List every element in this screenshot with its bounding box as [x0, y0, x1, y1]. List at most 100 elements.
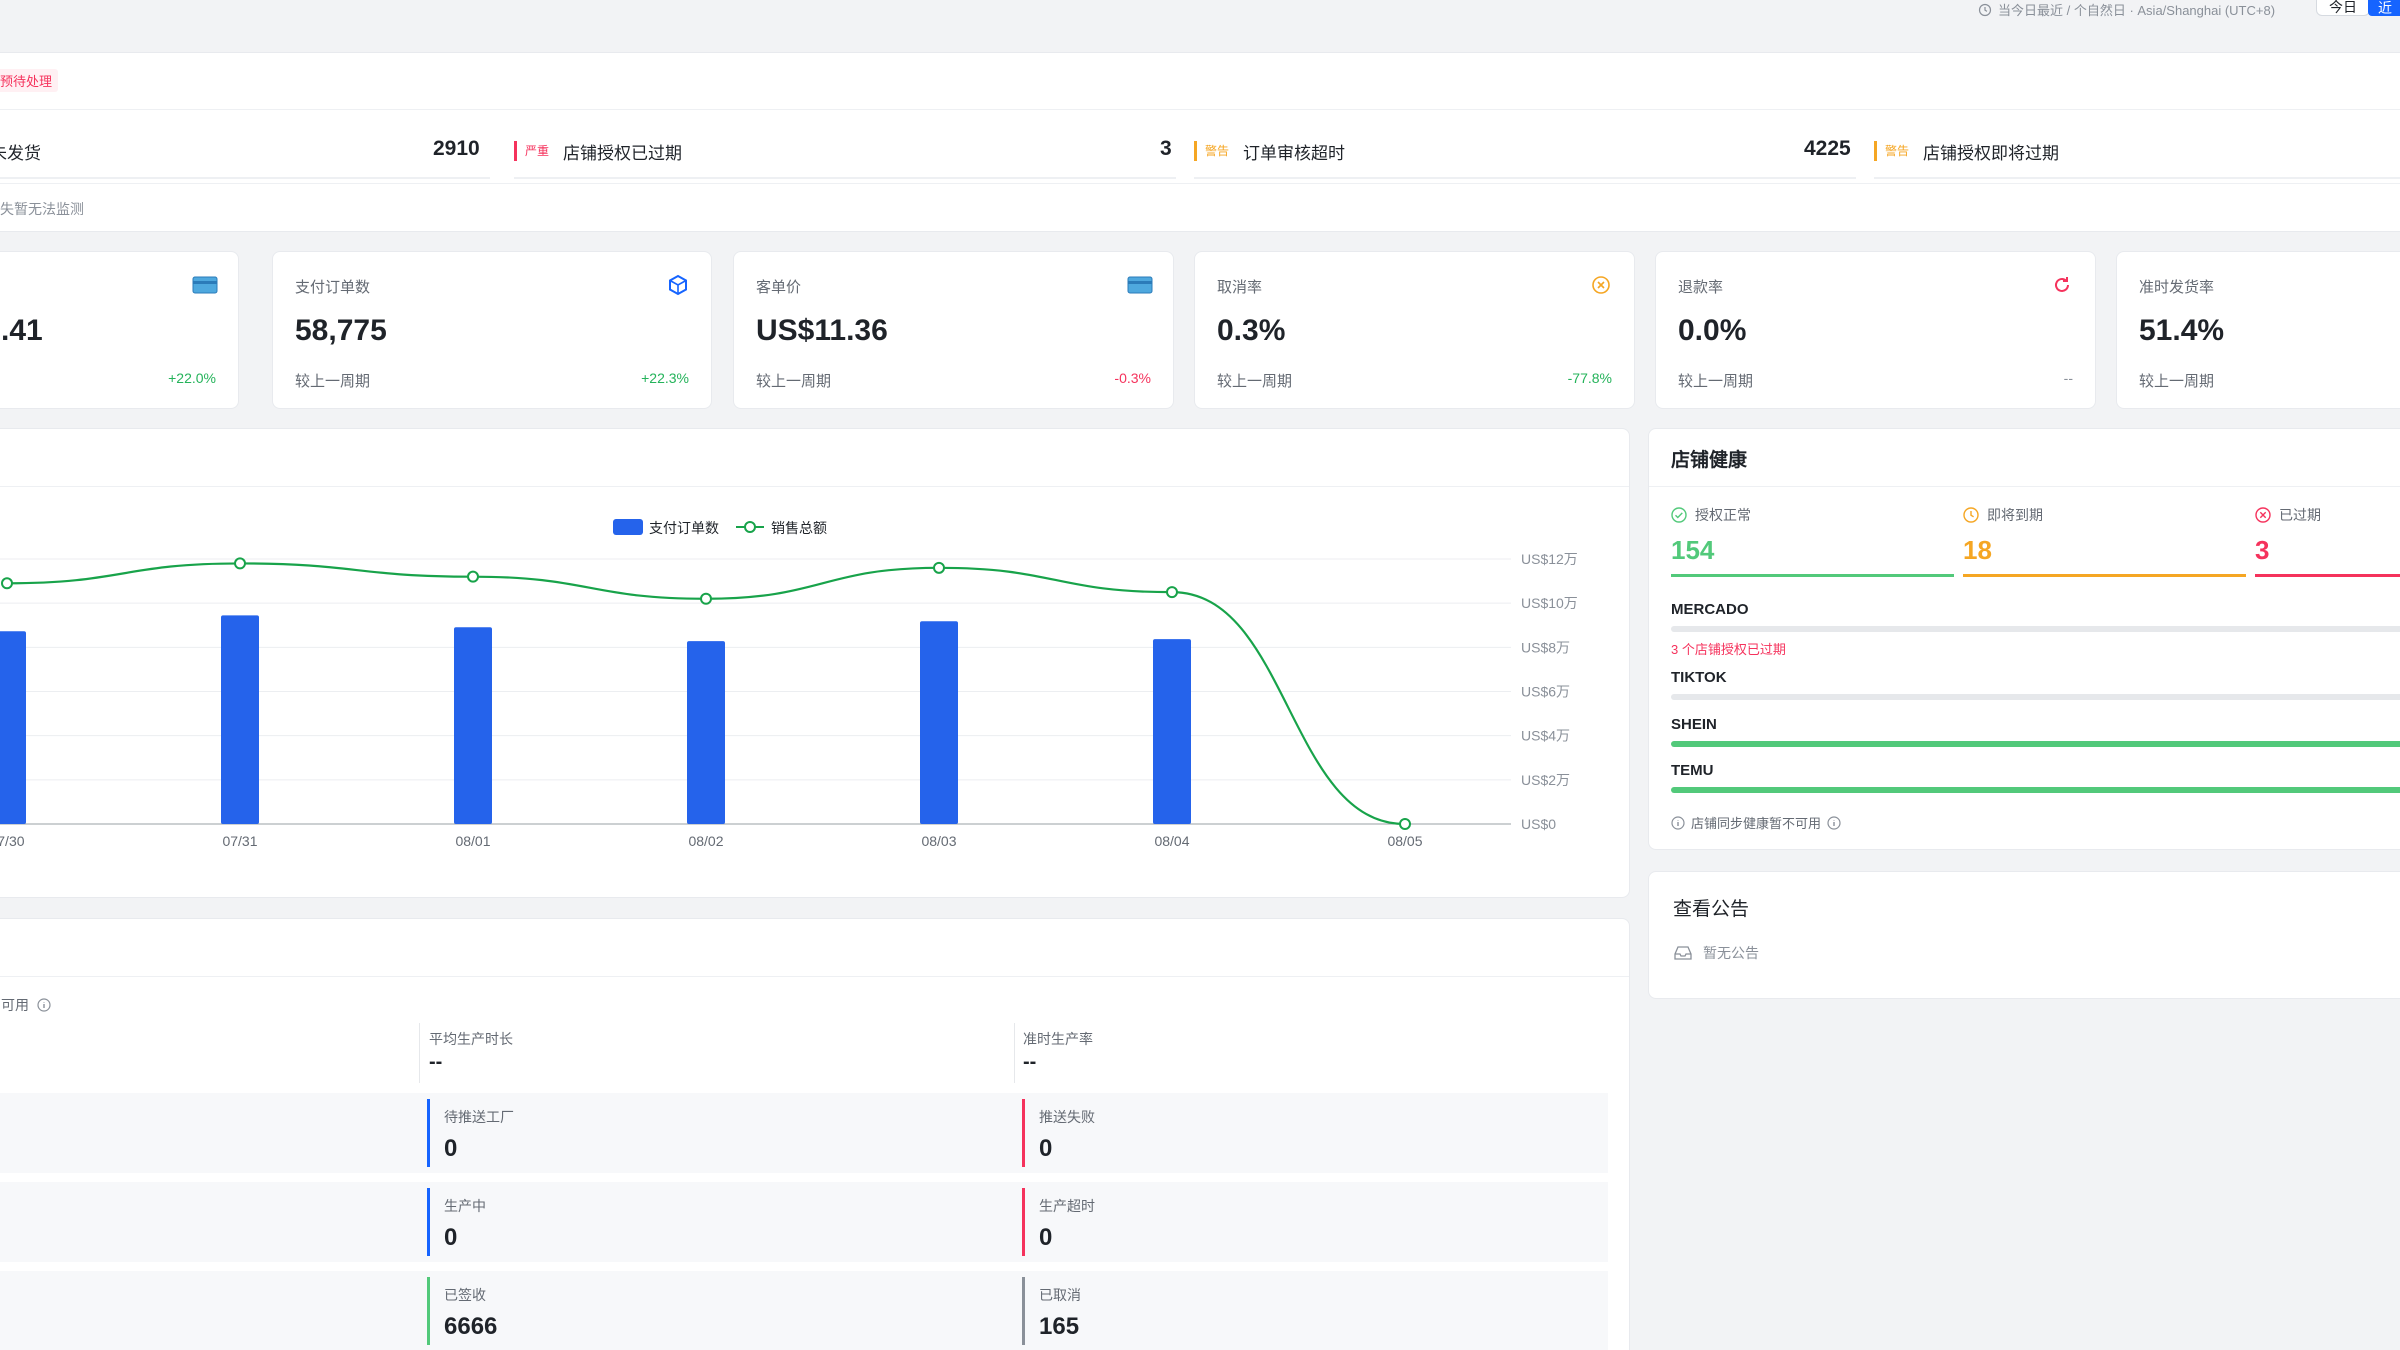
cell-cancelled[interactable]: 已取消 165	[1022, 1277, 1081, 1345]
metric-sub: 较上一周期	[1678, 373, 1754, 390]
alert-label: 店铺授权已过期	[563, 143, 683, 163]
platform-name: MERCADO	[1671, 601, 1749, 618]
divider	[1649, 486, 2400, 487]
cell-production-timeout[interactable]: 生产超时 0	[1022, 1188, 1095, 1256]
metric-cancel-rate[interactable]: 取消率 0.3% 较上一周期 -77.8%	[1194, 251, 1635, 409]
pending-tag: 预待处理	[0, 69, 59, 92]
x-tick-label: 08/02	[688, 833, 723, 849]
metric-refund-rate[interactable]: 退款率 0.0% 较上一周期 --	[1655, 251, 2096, 409]
sales-line	[6, 562, 1406, 826]
metric-sub: 较上一周期	[295, 373, 371, 390]
clock-icon	[1963, 507, 1979, 523]
stat-expiring[interactable]: 即将到期 18	[1963, 505, 2246, 577]
metric-value: 0.0%	[1678, 314, 1747, 347]
availability-text: 可用	[1, 997, 29, 1013]
cell-label: 推送失败	[1039, 1109, 1095, 1125]
platform-name: SHEIN	[1671, 716, 1717, 733]
line-point	[1, 577, 13, 590]
metric-label: 客单价	[756, 279, 802, 296]
production-row: 待推送工厂 0 推送失败 0	[0, 1093, 1608, 1173]
stat-bar	[1963, 574, 2246, 577]
cell-in-production[interactable]: 生产中 0	[427, 1188, 486, 1256]
x-circle-icon	[2255, 507, 2271, 523]
health-note-text: 店铺同步健康暂不可用	[1691, 816, 1822, 831]
bar-mark	[0, 631, 26, 824]
metric-value: 0.3%	[1217, 314, 1286, 347]
stat-value: --	[429, 1051, 443, 1073]
legend-line-point	[744, 521, 756, 533]
cell-push-failed[interactable]: 推送失败 0	[1022, 1099, 1095, 1167]
info-icon[interactable]	[1827, 815, 1841, 830]
platform-bar	[1671, 741, 2400, 747]
platform-bar	[1671, 626, 2400, 632]
x-tick-label: 08/05	[1387, 833, 1422, 849]
clock-icon	[1978, 3, 1992, 16]
y-tick-label: US$0	[1521, 816, 1556, 832]
sales-chart-card: US$12万 US$10万 US$8万 US$6万 US$4万 US$2万 US$0 07/3…	[0, 428, 1630, 898]
today-button[interactable]: 今日	[2316, 0, 2370, 16]
production-card: 可用 平均生产时长 -- 准时生产率 -- 待推送工厂 0 推送失败 0 生产中…	[0, 918, 1630, 1350]
metric-ontime-ship[interactable]: 准时发货率 51.4% 较上一周期	[2116, 251, 2400, 409]
availability-note: 可用	[1, 995, 51, 1015]
metric-label: 准时发货率	[2139, 279, 2215, 296]
notice-title[interactable]: 查看公告	[1673, 899, 1750, 920]
cell-pending-push[interactable]: 待推送工厂 0	[427, 1099, 514, 1167]
divider	[1014, 1023, 1015, 1083]
stat-expired[interactable]: 已过期 3	[2255, 505, 2400, 577]
timezone-text: 当今日最近 / 个自然日 · Asia/Shanghai (UTC+8)	[1998, 3, 2276, 18]
bar-mark	[221, 615, 259, 824]
alert-auth-expiring[interactable]: 警告 店铺授权即将过期	[1874, 137, 2059, 165]
alert-unshipped[interactable]: 未发货	[0, 137, 41, 165]
legend-bar-swatch	[613, 519, 643, 535]
row-underline	[0, 177, 490, 179]
stat-value: --	[1023, 1051, 1037, 1073]
cell-signed[interactable]: 已签收 6666	[427, 1277, 497, 1345]
stat-auth-ok[interactable]: 授权正常 154	[1671, 505, 1954, 577]
alert-auth-expired[interactable]: 严重 店铺授权已过期	[514, 137, 682, 165]
stat-bar	[2255, 574, 2400, 577]
inbox-icon	[1674, 946, 1692, 960]
refresh-icon	[2049, 274, 2075, 296]
row-underline	[514, 177, 1176, 179]
y-tick-label: US$4万	[1521, 728, 1570, 744]
metric-value: .41	[1, 314, 43, 347]
stat-bar	[1671, 574, 1954, 577]
platform-name: TEMU	[1671, 762, 1714, 779]
platform-warning[interactable]: 3 个店铺授权已过期	[1671, 642, 1786, 657]
y-tick-label: US$6万	[1521, 684, 1570, 700]
range-button[interactable]: 近	[2368, 0, 2400, 16]
cell-value: 0	[1039, 1135, 1053, 1162]
line-point	[1399, 818, 1411, 830]
store-health-card: 店铺健康 授权正常 154 即将到期 18 已过期 3 MERCADO 3 个店…	[1648, 428, 2400, 850]
cell-label: 生产中	[444, 1198, 486, 1214]
stat-label: 授权正常	[1695, 507, 1751, 523]
info-icon	[1671, 815, 1685, 830]
metric-delta: +22.0%	[168, 370, 216, 386]
metric-sub: 较上一周期	[756, 373, 832, 390]
cell-label: 生产超时	[1039, 1198, 1095, 1214]
metric-aov[interactable]: 客单价 US$11.36 较上一周期 -0.3%	[733, 251, 1174, 409]
stat-value: 3	[2255, 535, 2270, 565]
alert-label: 店铺授权即将过期	[1923, 143, 2060, 163]
bar-mark	[920, 621, 958, 824]
health-title: 店铺健康	[1671, 450, 1748, 471]
y-tick-label: US$8万	[1521, 639, 1570, 655]
severity-badge: 警告	[1874, 141, 1909, 161]
alert-review-timeout[interactable]: 警告 订单审核超时	[1194, 137, 1345, 165]
sales-chart: US$12万 US$10万 US$8万 US$6万 US$4万 US$2万 US$0 07/3…	[0, 519, 1578, 849]
package-icon	[665, 274, 691, 296]
divider	[0, 109, 2400, 110]
x-tick-label: 07/30	[0, 833, 25, 849]
cell-value: 0	[1039, 1224, 1053, 1251]
metric-delta: -77.8%	[1567, 370, 1612, 386]
x-tick-label: 07/31	[222, 833, 257, 849]
stat-label: 即将到期	[1987, 507, 2043, 523]
metric-sales[interactable]: .41 +22.0%	[0, 251, 239, 409]
info-icon[interactable]	[37, 998, 51, 1012]
metric-paid-orders[interactable]: 支付订单数 58,775 较上一周期 +22.3%	[272, 251, 712, 409]
divider	[0, 486, 1629, 487]
timezone-note: 当今日最近 / 个自然日 · Asia/Shanghai (UTC+8)	[1978, 0, 2275, 19]
notice-empty-text: 暂无公告	[1703, 945, 1759, 961]
monitor-note: 失暂无法监测	[0, 201, 84, 217]
stat-label: 准时生产率	[1023, 1031, 1093, 1047]
